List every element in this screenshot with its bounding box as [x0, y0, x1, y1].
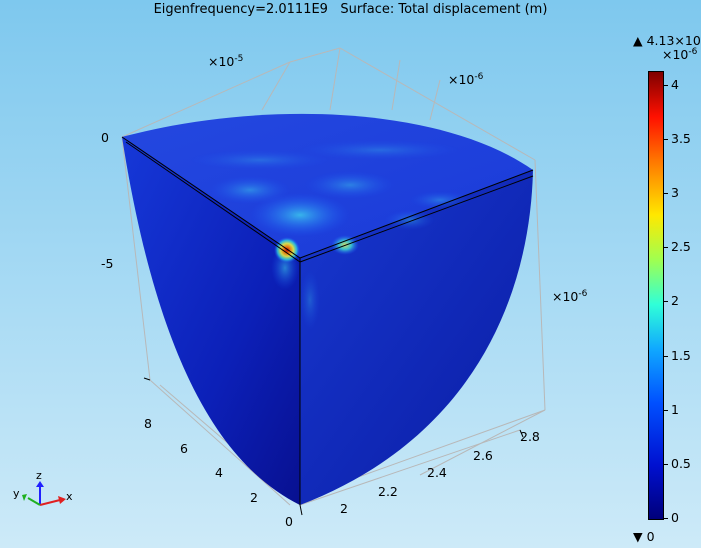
colorbar-min-label: ▼ 0: [633, 529, 655, 544]
plot-title: Eigenfrequency=2.0111E9 Surface: Total d…: [153, 2, 548, 17]
y-axis-multiplier-top: ×10-6: [448, 72, 484, 87]
z-axis-multiplier: ×10-5: [208, 54, 244, 69]
colorbar-tick-label: 1.5: [671, 348, 691, 363]
bottom-axis-tick-label: 2.8: [520, 429, 540, 444]
bottom-axis-tick-label: 2.2: [378, 484, 398, 499]
bottom-axis-tick-label: 2: [340, 501, 348, 516]
colorbar: [648, 71, 664, 520]
axis-triad: [22, 481, 66, 506]
triad-x-label: x: [66, 490, 73, 503]
tick-marks: [143, 377, 524, 516]
left-axis-tick-label: 4: [215, 465, 223, 480]
y-axis-multiplier-right: ×10-6: [552, 289, 588, 304]
z-tick-label: -5: [101, 256, 114, 271]
colorbar-tick-label: 3.5: [671, 131, 691, 146]
bottom-axis-tick-label: 2.6: [473, 448, 493, 463]
left-face: [122, 137, 300, 505]
triad-y-label: y: [13, 487, 20, 500]
bottom-axis-tick-label: 2.4: [427, 465, 447, 480]
right-face: [300, 170, 533, 505]
colorbar-tick-label: 0.5: [671, 456, 691, 471]
colorbar-unit-multiplier: ×10-6: [662, 47, 698, 62]
colorbar-tick-label: 1: [671, 402, 679, 417]
colorbar-max-label: ▲ 4.13×10-6: [633, 33, 701, 48]
colorbar-tick-label: 4: [671, 77, 679, 92]
left-axis-tick-label: 8: [144, 416, 152, 431]
colorbar-tick-label: 2.5: [671, 239, 691, 254]
z-tick-label: 0: [101, 130, 109, 145]
triad-z-label: z: [36, 469, 42, 482]
left-axis-tick-label: 6: [180, 441, 188, 456]
geometry-edges: [121, 136, 534, 505]
colorbar-tick-label: 3: [671, 185, 679, 200]
left-axis-tick-label: 0: [285, 514, 293, 529]
colorbar-tick-label: 0: [671, 510, 679, 525]
left-axis-tick-label: 2: [250, 490, 258, 505]
colorbar-tick-label: 2: [671, 293, 679, 308]
displacement-pattern: [190, 140, 470, 330]
